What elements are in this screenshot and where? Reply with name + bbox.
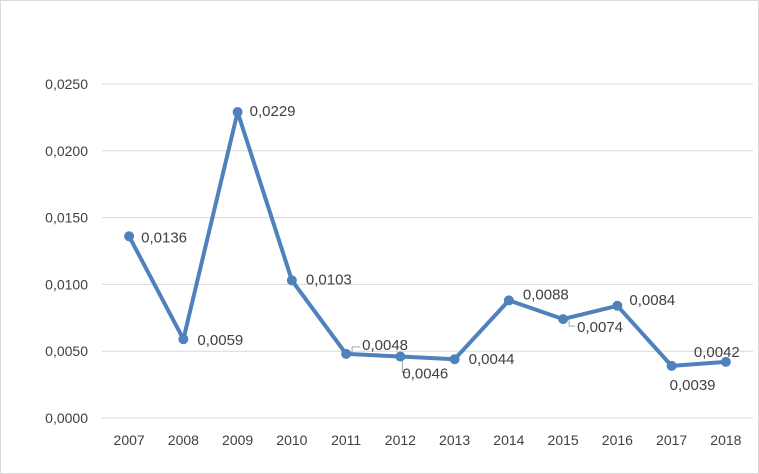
data-point: [341, 348, 352, 359]
leader-line: [568, 320, 576, 327]
data-label: 0,0042: [694, 344, 740, 361]
x-tick-label: 2015: [548, 432, 579, 448]
x-tick-label: 2017: [656, 432, 687, 448]
data-label: 0,0074: [577, 319, 623, 336]
leader-line: [401, 359, 409, 373]
data-label: 0,0044: [469, 351, 515, 368]
y-axis-ticks: 0,0000 0,0050 0,0100 0,0150 0,0200 0,0250: [45, 76, 88, 426]
y-tick-label: 0,0200: [45, 143, 88, 159]
data-label: 0,0039: [670, 377, 716, 394]
y-tick-label: 0,0150: [45, 210, 88, 226]
series-line: [127, 110, 728, 368]
y-tick-label: 0,0000: [45, 410, 88, 426]
x-tick-label: 2013: [439, 432, 470, 448]
data-point: [720, 356, 731, 367]
data-label: 0,0229: [250, 103, 296, 120]
data-label: 0,0046: [402, 366, 448, 383]
y-tick-label: 0,0050: [45, 343, 88, 359]
data-point: [286, 275, 297, 286]
data-point: [612, 300, 623, 311]
data-label: 0,0136: [141, 229, 187, 246]
x-tick-label: 2016: [602, 432, 633, 448]
x-tick-label: 2018: [710, 432, 741, 448]
data-labels: 0,0136 0,0059 0,0229 0,0103 0,0048 0,0046 0,00…: [141, 103, 740, 394]
y-tick-label: 0,0250: [45, 76, 88, 92]
data-label: 0,0088: [523, 286, 569, 303]
series-line-path: [127, 110, 728, 368]
data-label: 0,0103: [306, 271, 352, 288]
x-tick-label: 2014: [493, 432, 524, 448]
gridlines: [102, 83, 753, 419]
x-tick-label: 2007: [114, 432, 145, 448]
data-label: 0,0059: [197, 332, 243, 349]
data-point: [395, 351, 406, 362]
data-point: [558, 314, 569, 325]
data-point: [232, 107, 243, 118]
x-tick-label: 2008: [168, 432, 199, 448]
data-point: [666, 360, 677, 371]
x-tick-label: 2012: [385, 432, 416, 448]
data-label: 0,0048: [362, 337, 408, 354]
data-point: [124, 231, 135, 242]
data-point: [178, 334, 189, 345]
y-tick-label: 0,0100: [45, 276, 88, 292]
x-tick-label: 2010: [276, 432, 307, 448]
data-point: [503, 295, 514, 306]
x-tick-label: 2009: [222, 432, 253, 448]
data-points: [124, 107, 731, 371]
data-point: [449, 354, 460, 365]
data-label: 0,0084: [629, 292, 675, 309]
x-tick-label: 2011: [331, 432, 361, 448]
x-axis-ticks: 2007 2008 2009 2010 2011 2012 2013 2014 2015 2016…: [114, 432, 742, 448]
